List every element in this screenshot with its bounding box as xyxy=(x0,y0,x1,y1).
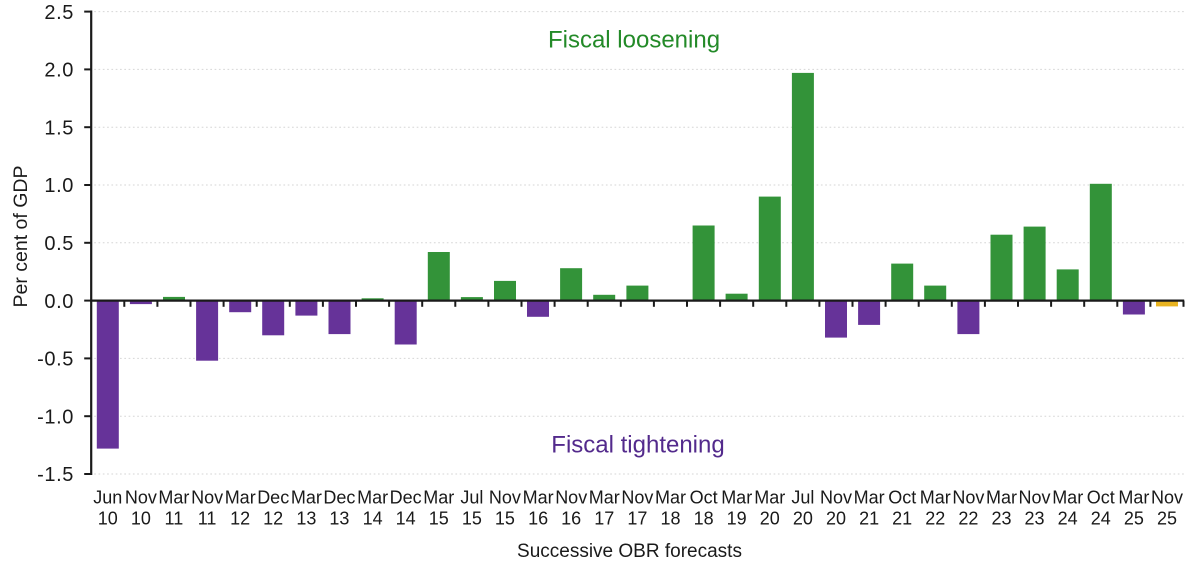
svg-text:-1.0: -1.0 xyxy=(37,406,74,428)
svg-text:11: 11 xyxy=(165,509,184,529)
svg-text:18: 18 xyxy=(694,509,714,529)
svg-text:Nov: Nov xyxy=(952,488,984,508)
svg-text:13: 13 xyxy=(296,509,316,529)
svg-text:Jun: Jun xyxy=(93,488,122,508)
svg-text:Fiscal tightening: Fiscal tightening xyxy=(551,432,724,459)
svg-text:25: 25 xyxy=(1124,509,1144,529)
svg-text:21: 21 xyxy=(892,509,912,529)
svg-text:Nov: Nov xyxy=(621,488,653,508)
svg-text:Oct: Oct xyxy=(888,488,916,508)
svg-text:Nov: Nov xyxy=(125,488,157,508)
svg-text:16: 16 xyxy=(528,509,548,529)
svg-text:Nov: Nov xyxy=(1018,488,1050,508)
svg-text:22: 22 xyxy=(958,509,978,529)
svg-text:Mar: Mar xyxy=(920,488,951,508)
svg-text:1.0: 1.0 xyxy=(44,175,74,197)
svg-text:Dec: Dec xyxy=(323,488,355,508)
svg-text:23: 23 xyxy=(1024,509,1044,529)
svg-text:Mar: Mar xyxy=(655,488,686,508)
svg-text:Nov: Nov xyxy=(555,488,587,508)
svg-text:Mar: Mar xyxy=(854,488,885,508)
svg-text:21: 21 xyxy=(859,509,879,529)
svg-text:Mar: Mar xyxy=(1118,488,1149,508)
svg-text:Per cent of GDP: Per cent of GDP xyxy=(10,166,32,308)
svg-text:Mar: Mar xyxy=(986,488,1017,508)
svg-text:Successive OBR forecasts: Successive OBR forecasts xyxy=(517,541,742,562)
svg-text:25: 25 xyxy=(1157,509,1177,529)
svg-text:24: 24 xyxy=(1091,509,1111,529)
svg-text:15: 15 xyxy=(429,509,449,529)
svg-text:16: 16 xyxy=(561,509,581,529)
svg-text:Nov: Nov xyxy=(1151,488,1183,508)
svg-text:Jul: Jul xyxy=(791,488,814,508)
svg-text:Fiscal loosening: Fiscal loosening xyxy=(548,27,720,54)
svg-text:20: 20 xyxy=(760,509,780,529)
svg-text:14: 14 xyxy=(363,509,383,529)
svg-text:18: 18 xyxy=(660,509,680,529)
svg-text:12: 12 xyxy=(230,509,250,529)
svg-text:20: 20 xyxy=(826,509,846,529)
svg-text:19: 19 xyxy=(727,509,747,529)
svg-text:Mar: Mar xyxy=(158,488,189,508)
svg-text:11: 11 xyxy=(198,509,217,529)
svg-text:20: 20 xyxy=(793,509,813,529)
svg-text:Dec: Dec xyxy=(257,488,289,508)
svg-text:Nov: Nov xyxy=(191,488,223,508)
svg-text:-1.5: -1.5 xyxy=(37,464,74,486)
svg-text:17: 17 xyxy=(594,509,614,529)
svg-text:Dec: Dec xyxy=(390,488,422,508)
svg-text:17: 17 xyxy=(627,509,647,529)
svg-text:Oct: Oct xyxy=(1087,488,1115,508)
svg-text:Mar: Mar xyxy=(1052,488,1083,508)
svg-text:Mar: Mar xyxy=(423,488,454,508)
svg-text:15: 15 xyxy=(495,509,515,529)
svg-text:-0.5: -0.5 xyxy=(37,349,74,371)
svg-text:22: 22 xyxy=(925,509,945,529)
svg-text:Mar: Mar xyxy=(721,488,752,508)
svg-text:Mar: Mar xyxy=(225,488,256,508)
svg-text:13: 13 xyxy=(329,509,349,529)
svg-text:Jul: Jul xyxy=(460,488,483,508)
svg-text:Nov: Nov xyxy=(820,488,852,508)
svg-text:0.0: 0.0 xyxy=(44,291,74,313)
svg-text:Mar: Mar xyxy=(754,488,785,508)
svg-text:Mar: Mar xyxy=(357,488,388,508)
svg-text:15: 15 xyxy=(462,509,482,529)
svg-text:Oct: Oct xyxy=(690,488,718,508)
svg-text:0.5: 0.5 xyxy=(44,233,74,255)
svg-text:10: 10 xyxy=(131,509,151,529)
svg-text:24: 24 xyxy=(1058,509,1078,529)
svg-text:2.0: 2.0 xyxy=(44,60,74,82)
svg-text:2.5: 2.5 xyxy=(44,2,74,24)
svg-text:12: 12 xyxy=(263,509,283,529)
svg-text:14: 14 xyxy=(396,509,416,529)
svg-text:Mar: Mar xyxy=(291,488,322,508)
svg-text:1.5: 1.5 xyxy=(44,117,74,139)
svg-text:Nov: Nov xyxy=(489,488,521,508)
svg-text:Mar: Mar xyxy=(589,488,620,508)
svg-text:10: 10 xyxy=(98,509,118,529)
svg-text:23: 23 xyxy=(991,509,1011,529)
svg-text:Mar: Mar xyxy=(523,488,554,508)
